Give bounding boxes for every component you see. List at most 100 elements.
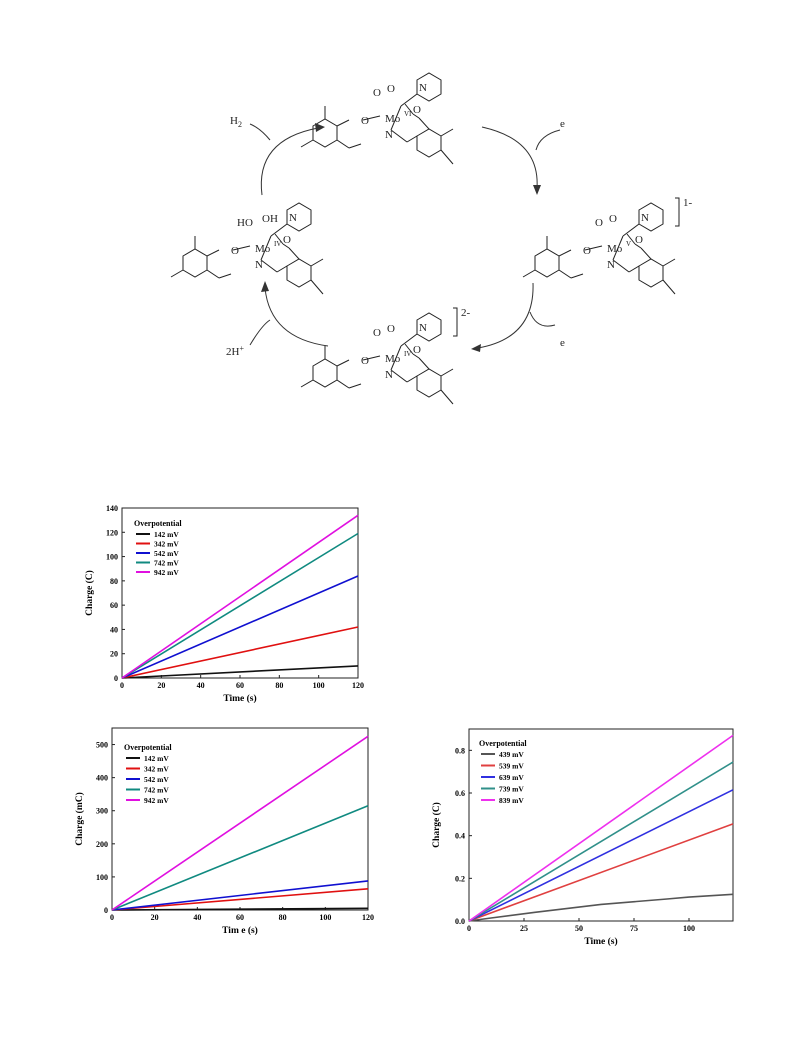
y-tick-label: 0: [114, 674, 118, 683]
complex-mo-iv-dihydroxo: O Mo IV HO OH N N O: [170, 202, 324, 295]
y-tick-label: 120: [106, 528, 118, 537]
proton-label: 2H+: [226, 344, 244, 358]
mo-label: Mo: [385, 353, 401, 365]
series-line-639-mv: [468, 789, 734, 922]
legend-entry: 639 mV: [499, 773, 524, 782]
pyridine-n-label: N: [289, 212, 297, 224]
x-tick-label: 20: [151, 913, 159, 922]
alkoxide-o-label: O: [283, 234, 291, 246]
amine-n-label: N: [385, 369, 393, 381]
electron-label-2: e: [560, 337, 565, 349]
legend-entry: 342 mV: [144, 765, 169, 774]
series-line-839-mv: [468, 734, 734, 922]
catalytic-cycle-scheme: O Mo VI O O N N O O Mo V O O N N O 1- O …: [170, 72, 693, 405]
electron-label-1: e: [560, 118, 565, 130]
mo-label: Mo: [255, 243, 271, 255]
oxo-ligand-2: O: [609, 213, 617, 225]
x-tick-label: 0: [110, 913, 114, 922]
legend-entry: 742 mV: [144, 786, 169, 795]
y-tick-label: 0: [104, 906, 108, 915]
legend-title: Overpotential: [134, 519, 182, 528]
arrowhead: [315, 123, 325, 132]
arrowhead: [471, 344, 481, 352]
y-tick-label: 500: [96, 741, 108, 750]
series-line-542-mv: [121, 575, 359, 679]
x-tick-label: 60: [236, 681, 244, 690]
alkoxide-o-label: O: [413, 344, 421, 356]
legend-entry: 942 mV: [154, 568, 179, 577]
y-tick-label: 0.4: [455, 832, 465, 841]
series-line-142-mv: [111, 907, 369, 911]
arrow-bottom-left: [264, 287, 329, 347]
legend-entry: 142 mV: [144, 754, 169, 763]
y-tick-label: 80: [110, 577, 118, 586]
series-line-342-mv: [121, 626, 359, 679]
x-tick-label: 40: [193, 913, 201, 922]
charge-label: 2-: [461, 307, 471, 319]
phenolate-o-label: O: [583, 245, 591, 257]
x-tick-label: 60: [236, 913, 244, 922]
mo-label: Mo: [385, 113, 401, 125]
x-tick-label: 100: [313, 681, 325, 690]
arrowhead: [261, 281, 269, 292]
x-tick-label: 100: [683, 924, 695, 933]
series-line-539-mv: [468, 823, 734, 922]
series-line-742-mv: [111, 805, 369, 911]
pyridine-n-label: N: [419, 322, 427, 334]
x-tick-label: 50: [575, 924, 583, 933]
electron-in-arrow-2: [529, 311, 556, 327]
arrow-top-left: [260, 127, 319, 196]
arrow-top-right: [481, 126, 538, 189]
x-tick-label: 0: [467, 924, 471, 933]
legend-entry: 542 mV: [154, 549, 179, 558]
y-tick-label: 0.6: [455, 789, 465, 798]
y-tick-label: 0.0: [455, 917, 465, 926]
y-tick-label: 140: [106, 504, 118, 513]
oxidation-state-label: V: [626, 240, 631, 248]
x-tick-label: 20: [157, 681, 165, 690]
y-tick-label: 20: [110, 650, 118, 659]
x-axis-label: Time (s): [223, 693, 256, 704]
y-tick-label: 100: [96, 873, 108, 882]
x-axis-label: Tim e (s): [222, 925, 258, 936]
series-line-439-mv: [468, 893, 734, 922]
complex-mo-iv-dioxo: O Mo IV O O N N O 2-: [300, 307, 471, 405]
y-tick-label: 60: [110, 601, 118, 610]
alkoxide-o-label: O: [635, 234, 643, 246]
series-line-942-mv: [121, 514, 359, 679]
chart-panel-a: 0 20 40 60 80 100 120 0 20 40 60 80 100 120 140 Time (s…: [84, 504, 364, 704]
legend-entry: 539 mV: [499, 762, 524, 771]
y-tick-label: 400: [96, 774, 108, 783]
legend-entry: 839 mV: [499, 796, 524, 805]
y-tick-label: 40: [110, 625, 118, 634]
series-line-142-mv: [121, 665, 359, 679]
y-tick-label: 100: [106, 553, 118, 562]
complex-mo-vi: O Mo VI O O N N O: [300, 72, 454, 165]
series-line-742-mv: [121, 532, 359, 679]
alkoxide-o-label: O: [413, 104, 421, 116]
hydroxo-ligand-1: HO: [237, 217, 253, 229]
pyridine-n-label: N: [419, 82, 427, 94]
oxo-ligand-1: O: [373, 327, 381, 339]
oxo-ligand-2: O: [387, 323, 395, 335]
arrowhead: [533, 185, 541, 195]
amine-n-label: N: [255, 259, 263, 271]
legend-entry: 742 mV: [154, 559, 179, 568]
x-tick-label: 0: [120, 681, 124, 690]
y-tick-label: 0.2: [455, 874, 465, 883]
x-axis-label: Time (s): [584, 936, 617, 947]
electron-in-arrow-1: [535, 129, 561, 151]
legend-entry: 142 mV: [154, 530, 179, 539]
x-tick-label: 80: [275, 681, 283, 690]
chart-panel-c: 0 25 50 75 100 0.0 0.2 0.4 0.6 0.8 Time (s) Charge …: [431, 728, 734, 947]
x-tick-label: 75: [630, 924, 638, 933]
y-tick-label: 0.8: [455, 746, 465, 755]
legend-entry: 542 mV: [144, 775, 169, 784]
legend-entry: 942 mV: [144, 796, 169, 805]
oxidation-state-label: VI: [404, 110, 412, 118]
phenolate-o-label: O: [361, 115, 369, 127]
complex-mo-v: O Mo V O O N N O 1-: [522, 197, 693, 295]
series-line-342-mv: [111, 888, 369, 911]
oxo-ligand-2: O: [387, 83, 395, 95]
h2-label: H2: [230, 115, 242, 129]
